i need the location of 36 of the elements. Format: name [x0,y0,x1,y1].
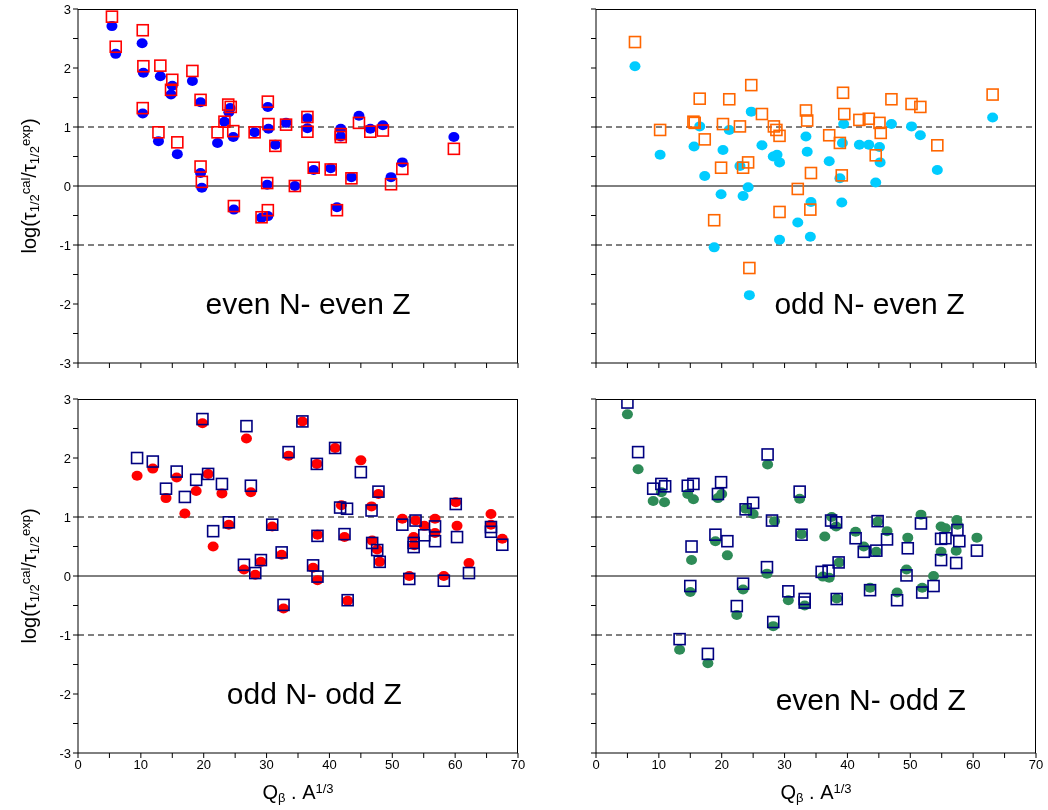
annotation: even N- odd Z [775,682,966,717]
x-tick-label: 60 [447,757,463,773]
x-tick-label: 40 [322,757,337,773]
x-tick-label: 30 [777,757,792,773]
annotation: odd N- even Z [774,287,965,321]
x-tick-label: 10 [651,757,667,773]
x-tick-label: 30 [259,757,274,773]
annotation: odd N- odd Z [226,677,402,711]
x-tick-label: 0 [592,757,600,773]
y-tick-label: 2 [63,60,71,76]
x-tick-label: 60 [965,757,981,773]
y-tick-label: -3 [59,745,71,761]
y-tick-label: -3 [59,355,71,371]
x-axis-title: Q$_{β}$ . A$^{1/3}$ [780,781,852,806]
x-tick-label: 50 [903,757,918,773]
y-tick-label: -1 [59,237,71,253]
x-tick-label: 20 [714,757,729,773]
x-tick-label: 40 [840,757,855,773]
x-tick-label: 70 [510,757,526,773]
y-tick-label: 1 [63,509,71,525]
x-axis-title: Q$_{β}$ . A$^{1/3}$ [262,781,334,806]
x-tick-label: 0 [74,757,82,773]
y-tick-label: -2 [59,296,71,312]
y-tick-label: 3 [63,391,71,407]
x-tick-label: 10 [133,757,149,773]
y-tick-label: 3 [63,1,71,17]
y-tick-label: 0 [63,178,71,194]
x-tick-label: 20 [196,757,211,773]
y-tick-label: 2 [63,450,71,466]
y-tick-label: 0 [63,568,71,584]
annotation: even N- even Z [205,287,411,321]
y-tick-label: -2 [59,686,71,702]
y-tick-label: 1 [63,119,71,135]
x-tick-label: 70 [1028,757,1044,773]
x-tick-label: 50 [385,757,400,773]
y-tick-label: -1 [59,627,71,643]
